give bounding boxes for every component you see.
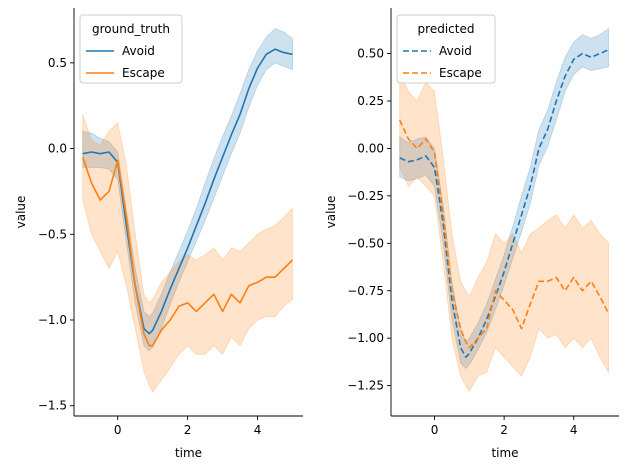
legend-title: ground_truth bbox=[92, 22, 170, 36]
legend-box bbox=[79, 14, 183, 84]
legend-entry-avoid: Avoid bbox=[122, 44, 155, 58]
legend: ground_truth Avoid Escape bbox=[79, 14, 183, 84]
x-tick-label: 0 bbox=[114, 423, 122, 437]
ci-band-avoid bbox=[399, 28, 609, 370]
y-tick-label: 0.00 bbox=[357, 141, 384, 155]
series-line-avoid bbox=[399, 49, 609, 358]
x-axis-label: time bbox=[491, 446, 518, 460]
y-axis-label: value bbox=[14, 196, 28, 229]
ci-band-escape bbox=[82, 114, 293, 393]
y-tick-label: 0.0 bbox=[48, 142, 67, 156]
chart-panel-2: 0 2 4 −1.25 −1.00 −0.75 −0.50 −0.25 0.00 0.25 0.50… bbox=[324, 8, 619, 460]
x-tick-label: 4 bbox=[570, 423, 578, 437]
series-line-escape bbox=[398, 119, 610, 349]
legend-entry-escape: Escape bbox=[439, 66, 482, 80]
legend-box bbox=[396, 14, 496, 84]
legend-title: predicted bbox=[418, 22, 475, 36]
y-tick-label: 0.50 bbox=[357, 47, 384, 61]
x-tick-label: 4 bbox=[254, 423, 262, 437]
y-tick-label: −1.25 bbox=[347, 379, 384, 393]
y-tick-label: −1.00 bbox=[347, 331, 384, 345]
y-tick-label: −1.0 bbox=[38, 313, 67, 327]
series-line-escape bbox=[81, 156, 294, 347]
y-tick-label: 0.5 bbox=[48, 56, 67, 70]
x-tick-label: 0 bbox=[431, 423, 439, 437]
y-tick-label: −0.75 bbox=[347, 284, 384, 298]
x-tick-label: 2 bbox=[500, 423, 508, 437]
legend-entry-avoid: Avoid bbox=[439, 44, 472, 58]
y-tick-label: −0.25 bbox=[347, 189, 384, 203]
y-axis-label: value bbox=[324, 196, 338, 229]
legend-entry-escape: Escape bbox=[122, 66, 165, 80]
chart-panel-1: 0 2 4 −1.5 −1.0 −0.5 0.0 0.5 time value ground_tru… bbox=[14, 8, 303, 460]
x-tick-label: 2 bbox=[184, 423, 192, 437]
x-axis-label: time bbox=[175, 446, 202, 460]
ci-band-escape bbox=[399, 72, 609, 393]
y-tick-label: −0.5 bbox=[38, 227, 67, 241]
y-tick-label: −1.5 bbox=[38, 399, 67, 413]
y-tick-label: 0.25 bbox=[357, 94, 384, 108]
legend: predicted Avoid Escape bbox=[396, 14, 496, 84]
y-tick-label: −0.50 bbox=[347, 236, 384, 250]
ci-band-avoid bbox=[82, 28, 293, 352]
